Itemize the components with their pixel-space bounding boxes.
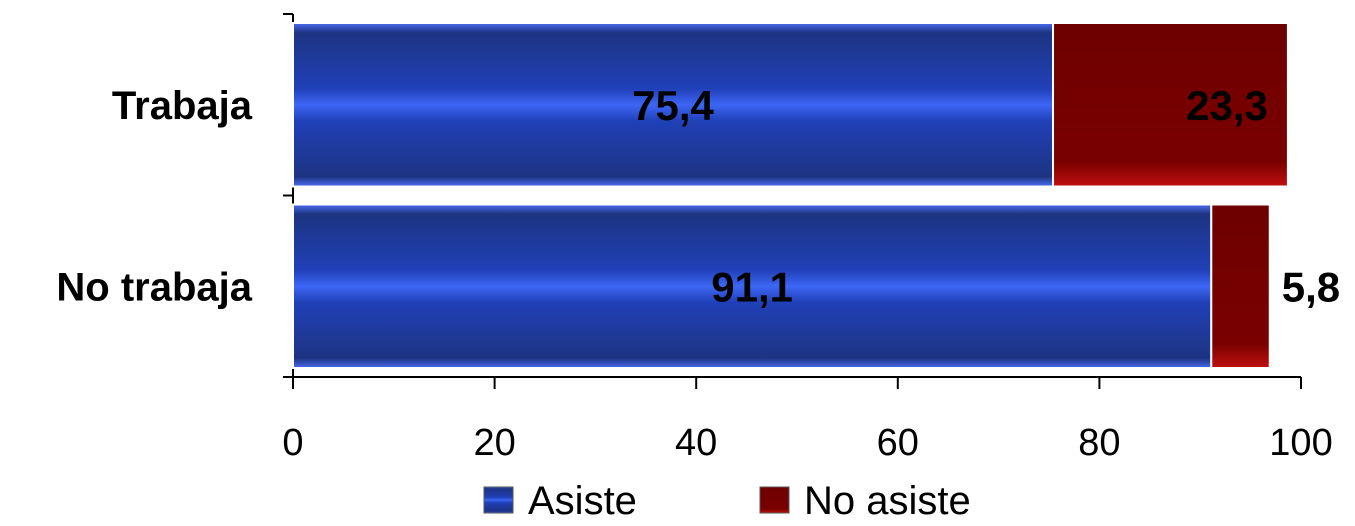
x-tick-label: 100 <box>1269 422 1332 464</box>
bar-asiste <box>292 22 1055 188</box>
data-label: 23,3 <box>1186 82 1268 129</box>
x-tick-label: 60 <box>877 422 919 464</box>
data-label: 75,4 <box>632 82 714 129</box>
bar-asiste <box>292 203 1213 369</box>
data-label: 91,1 <box>711 263 793 310</box>
category-label: Trabaja <box>112 84 253 128</box>
data-label: 5,8 <box>1282 263 1340 310</box>
axes: 0 20 40 60 80 100 <box>282 13 1333 464</box>
legend-label: Asiste <box>528 479 637 523</box>
x-tick-label: 80 <box>1078 422 1120 464</box>
bar-no-asiste <box>1052 22 1289 188</box>
legend-swatch-no-asiste <box>759 486 790 514</box>
legend-swatch-asiste <box>483 486 514 514</box>
bars <box>292 22 1289 369</box>
x-tick-label: 20 <box>473 422 515 464</box>
labels: Trabaja 75,4 23,3 No trabaja 91,1 5,8 <box>56 82 1340 311</box>
legend-label: No asiste <box>804 479 971 523</box>
x-tick-label: 0 <box>282 422 303 464</box>
x-tick-label: 40 <box>675 422 717 464</box>
legend: Asiste No asiste <box>483 479 971 523</box>
category-label: No trabaja <box>56 265 252 309</box>
bar-no-asiste <box>1210 203 1271 369</box>
